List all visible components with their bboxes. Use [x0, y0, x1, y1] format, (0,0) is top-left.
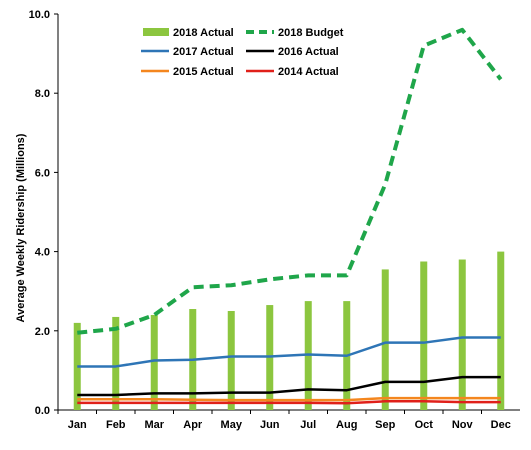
- bar-2018-actual: [227, 311, 235, 410]
- x-tick-label: Jul: [300, 419, 316, 431]
- x-tick-label: May: [221, 419, 243, 431]
- legend-item-2015-actual: 2015 Actual: [141, 66, 234, 78]
- x-tick-label: Dec: [491, 419, 511, 431]
- x-tick-label: Sep: [375, 419, 395, 431]
- y-tick-label: 4.0: [35, 247, 50, 259]
- bar-2018-actual: [497, 251, 505, 410]
- x-tick-label: Apr: [183, 419, 203, 431]
- legend-label: 2018 Budget: [278, 27, 344, 39]
- y-tick-label: 10.0: [29, 9, 50, 21]
- y-axis-label: Average Weekly Ridership (Millions): [15, 133, 27, 322]
- x-tick-label: Aug: [336, 419, 357, 431]
- bar-2018-actual: [458, 259, 466, 410]
- legend-item-2018-actual: 2018 Actual: [143, 27, 234, 39]
- legend-label: 2015 Actual: [173, 66, 234, 78]
- legend: 2018 Actual 2018 Budget 2017 Actual 2016 Ac…: [141, 27, 344, 78]
- bar-2018-actual: [381, 269, 389, 410]
- legend-label: 2014 Actual: [278, 66, 339, 78]
- line-2018-budget: [77, 27, 503, 335]
- y-tick-label: 0.0: [35, 405, 50, 417]
- x-tick-label: Feb: [106, 419, 126, 431]
- legend-item-2017-actual: 2017 Actual: [141, 46, 234, 58]
- y-tick-label: 6.0: [35, 167, 50, 179]
- bar-2018-actual: [420, 261, 428, 410]
- legend-swatch: [143, 28, 169, 36]
- x-tick-label: Mar: [144, 419, 164, 431]
- line-2017-actual: [77, 336, 501, 368]
- legend-label: 2016 Actual: [278, 46, 339, 58]
- x-tick-label: Jun: [260, 419, 280, 431]
- legend-item-2016-actual: 2016 Actual: [246, 46, 339, 58]
- y-tick-label: 8.0: [35, 88, 50, 100]
- bar-2018-actual: [150, 314, 158, 410]
- line-series: [77, 27, 503, 405]
- tick-labels: 0.0 2.0 4.0 6.0 8.0 10.0 Jan Feb Mar Apr May Jun Jul…: [29, 9, 511, 431]
- legend-label: 2018 Actual: [173, 27, 234, 39]
- x-tick-label: Jan: [68, 419, 87, 431]
- line-2016-actual: [77, 375, 501, 397]
- x-tick-label: Nov: [452, 419, 474, 431]
- legend-item-2014-actual: 2014 Actual: [246, 66, 339, 78]
- line-2014-actual: [77, 400, 501, 405]
- line-2015-actual: [77, 396, 501, 402]
- legend-item-2018-budget: 2018 Budget: [246, 27, 344, 39]
- legend-label: 2017 Actual: [173, 46, 234, 58]
- x-tick-label: Oct: [415, 419, 434, 431]
- y-tick-label: 2.0: [35, 326, 50, 338]
- bar-2018-actual: [112, 316, 120, 410]
- axes: [54, 13, 520, 414]
